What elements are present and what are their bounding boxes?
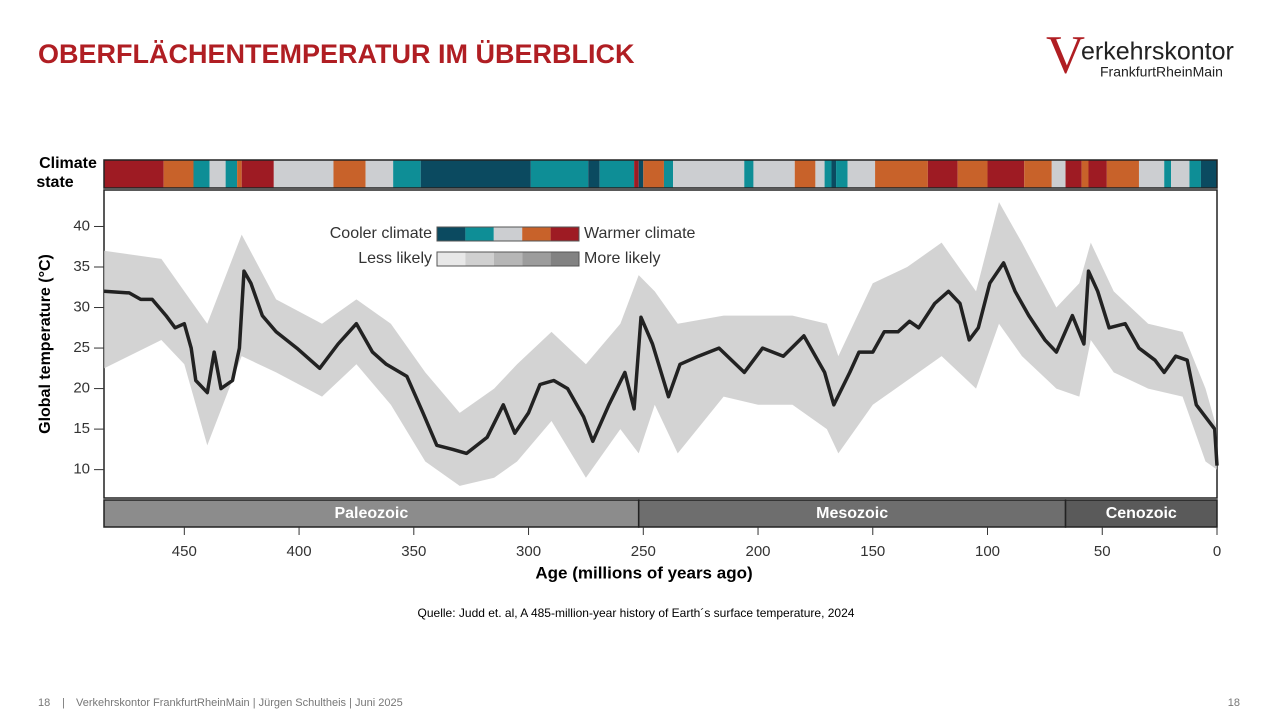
climate-segment — [643, 160, 664, 188]
legend-swatch — [522, 252, 551, 266]
climate-segment — [1051, 160, 1066, 188]
y-axis-label: Global temperature (°C) — [37, 254, 54, 434]
era-label: Paleozoic — [334, 505, 408, 522]
era-bar — [1064, 499, 1218, 528]
climate-segment — [673, 160, 745, 188]
climate-segment — [530, 160, 589, 188]
legend-swatch — [465, 252, 494, 266]
legend-label: Cooler climate — [330, 225, 432, 242]
uncertainty-band — [104, 202, 1217, 486]
legend-label: Warmer climate — [584, 225, 696, 242]
climate-segment — [599, 160, 635, 188]
climate-segment — [927, 160, 958, 188]
climate-segment — [420, 160, 531, 188]
x-tick-label: 350 — [401, 543, 426, 560]
climate-segment — [393, 160, 421, 188]
climate-segment — [193, 160, 210, 188]
climate-segment — [225, 160, 238, 188]
legend-swatch — [437, 227, 466, 241]
climate-segment — [241, 160, 274, 188]
legend-swatch — [437, 252, 466, 266]
climate-segment — [365, 160, 394, 188]
legend-swatch — [493, 252, 523, 266]
climate-segment — [273, 160, 334, 188]
era-label: Mesozoic — [816, 505, 888, 522]
climate-segment — [1065, 160, 1082, 188]
climate-label: Climate — [39, 155, 97, 172]
legend-swatch — [493, 227, 523, 241]
x-axis-label: Age (millions of years ago) — [535, 563, 752, 582]
logo-name: erkehrskontor — [1081, 38, 1234, 66]
legend-swatch-frame — [436, 251, 580, 267]
climate-segment — [1024, 160, 1052, 188]
climate-segment — [836, 160, 848, 188]
climate-segment — [987, 160, 1025, 188]
x-tick-label: 300 — [516, 543, 541, 560]
legend-swatch-frame — [436, 226, 580, 242]
x-tick-label: 150 — [860, 543, 885, 560]
footer-page: 18 — [38, 697, 50, 709]
y-tick-label: 25 — [73, 339, 90, 356]
climate-segment — [1088, 160, 1107, 188]
y-tick-label: 30 — [73, 298, 90, 315]
x-tick-label: 0 — [1213, 543, 1221, 560]
y-tick-label: 35 — [73, 258, 90, 275]
climate-segment — [1189, 160, 1201, 188]
x-tick-label: 400 — [287, 543, 312, 560]
x-tick-label: 200 — [746, 543, 771, 560]
legend-swatch — [550, 227, 579, 241]
era-label: Cenozoic — [1106, 505, 1177, 522]
climate-segment — [104, 160, 164, 188]
y-tick-label: 40 — [73, 217, 90, 234]
climate-segment — [794, 160, 816, 188]
climate-segment — [1164, 160, 1172, 188]
climate-segment — [847, 160, 876, 188]
y-tick-label: 15 — [73, 420, 90, 437]
climate-segment — [875, 160, 928, 188]
footer-text: Verkehrskontor FrankfurtRheinMain | Jürg… — [76, 697, 403, 709]
x-tick-label: 50 — [1094, 543, 1111, 560]
x-tick-label: 100 — [975, 543, 1000, 560]
logo-sub: FrankfurtRheinMain — [1100, 64, 1223, 80]
climate-segment — [824, 160, 832, 188]
legend-swatch — [550, 252, 579, 266]
source: Quelle: Judd et. al, A 485-million-year … — [418, 606, 855, 620]
climate-segment — [753, 160, 795, 188]
median-line — [103, 261, 1219, 466]
climate-segment — [237, 160, 242, 188]
climate-label: state — [36, 174, 73, 191]
footer-separator: | — [62, 697, 65, 709]
climate-segment — [1138, 160, 1165, 188]
climate-segment — [1081, 160, 1089, 188]
climate-segment — [1106, 160, 1139, 188]
y-tick-label: 20 — [73, 380, 90, 397]
x-tick-label: 250 — [631, 543, 656, 560]
climate-segment — [957, 160, 988, 188]
legend-swatch — [465, 227, 494, 241]
x-tick-label: 450 — [172, 543, 197, 560]
climate-frame — [103, 159, 1218, 189]
legend-label: Less likely — [358, 250, 432, 267]
climate-segment — [663, 160, 674, 188]
climate-segment — [209, 160, 226, 188]
logo-initial: V — [1046, 24, 1085, 84]
slide-title: OBERFLÄCHENTEMPERATUR IM ÜBERBLICK — [38, 39, 635, 69]
climate-segment — [333, 160, 366, 188]
legend-label: More likely — [584, 250, 660, 267]
y-tick-label: 10 — [73, 461, 90, 478]
climate-segment — [638, 160, 644, 188]
climate-segment — [1171, 160, 1190, 188]
climate-segment — [163, 160, 194, 188]
climate-segment — [588, 160, 600, 188]
climate-segment — [634, 160, 639, 188]
climate-segment — [744, 160, 754, 188]
climate-segment — [815, 160, 825, 188]
climate-segment — [831, 160, 837, 188]
legend-swatch — [522, 227, 551, 241]
footer-page-right: 18 — [1228, 697, 1240, 709]
climate-segment — [1200, 160, 1217, 188]
